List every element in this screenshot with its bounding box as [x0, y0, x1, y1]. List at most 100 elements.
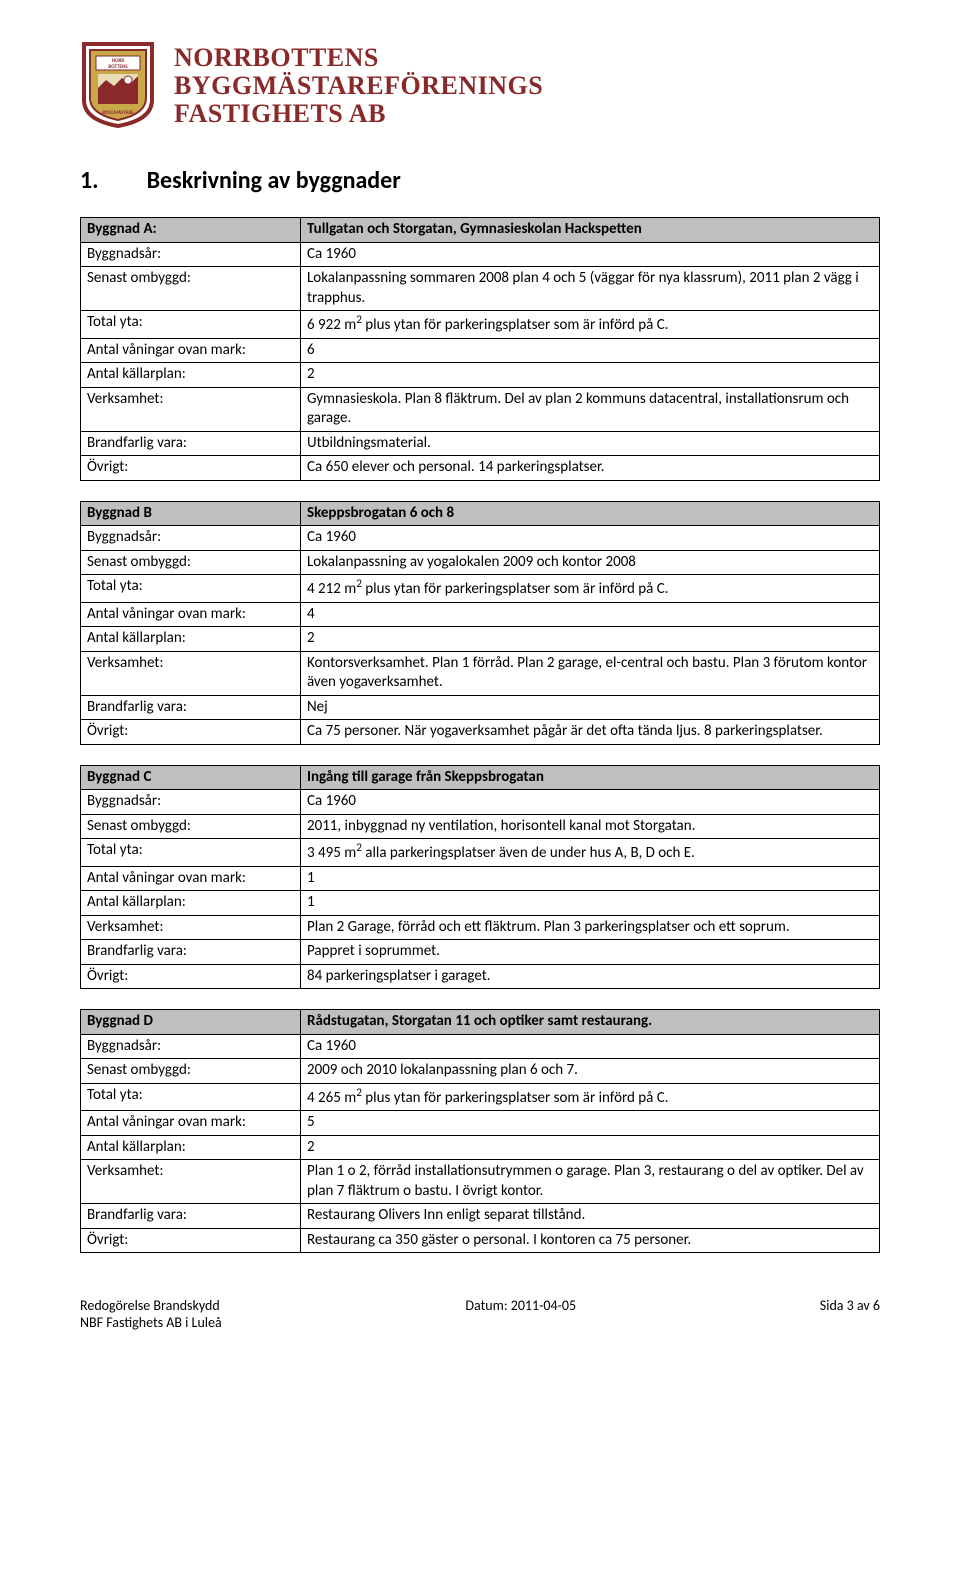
table-row: Senast ombyggd:2011, inbyggnad ny ventil… — [81, 814, 880, 839]
section-number: 1. — [80, 166, 99, 195]
svg-text:BOTTENS: BOTTENS — [108, 64, 128, 70]
table-row: Övrigt:Ca 650 elever och personal. 14 pa… — [81, 456, 880, 481]
row-label: Antal källarplan: — [81, 891, 301, 916]
table-row: Verksamhet:Plan 1 o 2, förråd installati… — [81, 1160, 880, 1204]
table-row: Antal källarplan:2 — [81, 627, 880, 652]
row-value: Utbildningsmaterial. — [301, 431, 880, 456]
row-value: Ca 650 elever och personal. 14 parkering… — [301, 456, 880, 481]
table-row: Byggnadsår:Ca 1960 — [81, 1034, 880, 1059]
row-label: Total yta: — [81, 575, 301, 603]
row-label: Verksamhet: — [81, 651, 301, 695]
table-row: Brandfarlig vara:Nej — [81, 695, 880, 720]
table-row: Total yta:4 265 m2 plus ytan för parkeri… — [81, 1083, 880, 1111]
table-row: Verksamhet:Gymnasieskola. Plan 8 fläktru… — [81, 387, 880, 431]
row-value: 5 — [301, 1111, 880, 1136]
row-label: Byggnadsår: — [81, 242, 301, 267]
table-header-label: Byggnad A: — [81, 218, 301, 243]
footer-left-1: Redogörelse Brandskydd — [80, 1297, 220, 1314]
building-table: Byggnad CIngång till garage från Skeppsb… — [80, 765, 880, 990]
table-row: Byggnadsår:Ca 1960 — [81, 790, 880, 815]
org-name: NORRBOTTENS BYGGMÄSTAREFÖRENINGS FASTIGH… — [174, 40, 543, 128]
row-label: Övrigt: — [81, 1228, 301, 1253]
row-label: Byggnadsår: — [81, 790, 301, 815]
table-row: Senast ombyggd:2009 och 2010 lokalanpass… — [81, 1059, 880, 1084]
row-value: 2 — [301, 1135, 880, 1160]
row-label: Övrigt: — [81, 456, 301, 481]
footer-right: Sida 3 av 6 — [820, 1297, 880, 1331]
row-value: Restaurang ca 350 gäster o personal. I k… — [301, 1228, 880, 1253]
table-row: Antal källarplan:1 — [81, 891, 880, 916]
document-page: NORR BOTTENS BYGGMÄSTARE NORRBOTTENS BYG… — [0, 0, 960, 1361]
row-label: Verksamhet: — [81, 1160, 301, 1204]
svg-text:BYGGMÄSTARE: BYGGMÄSTARE — [102, 109, 134, 116]
row-value: Kontorsverksamhet. Plan 1 förråd. Plan 2… — [301, 651, 880, 695]
table-row: Antal våningar ovan mark:6 — [81, 338, 880, 363]
table-row: Antal våningar ovan mark:4 — [81, 602, 880, 627]
building-table: Byggnad BSkeppsbrogatan 6 och 8Byggnadså… — [80, 501, 880, 745]
table-row: Antal källarplan:2 — [81, 1135, 880, 1160]
row-label: Senast ombyggd: — [81, 267, 301, 311]
row-label: Antal våningar ovan mark: — [81, 338, 301, 363]
row-label: Total yta: — [81, 311, 301, 339]
row-label: Senast ombyggd: — [81, 814, 301, 839]
row-value: Pappret i soprummet. — [301, 940, 880, 965]
table-row: Total yta:4 212 m2 plus ytan för parkeri… — [81, 575, 880, 603]
row-label: Antal källarplan: — [81, 1135, 301, 1160]
section-title-text: Beskrivning av byggnader — [147, 166, 401, 195]
row-label: Antal våningar ovan mark: — [81, 1111, 301, 1136]
org-line-3: FASTIGHETS AB — [174, 100, 543, 128]
footer-center: Datum: 2011-04-05 — [465, 1297, 576, 1331]
footer-left: Redogörelse Brandskydd NBF Fastighets AB… — [80, 1297, 222, 1331]
table-row: Övrigt:Ca 75 personer. När yogaverksamhe… — [81, 720, 880, 745]
table-row: Brandfarlig vara:Pappret i soprummet. — [81, 940, 880, 965]
table-header-value: Rådstugatan, Storgatan 11 och optiker sa… — [301, 1010, 880, 1035]
table-header-label: Byggnad C — [81, 765, 301, 790]
table-row: Senast ombyggd:Lokalanpassning av yogalo… — [81, 550, 880, 575]
table-row: Antal våningar ovan mark:5 — [81, 1111, 880, 1136]
row-value: Restaurang Olivers Inn enligt separat ti… — [301, 1204, 880, 1229]
org-line-2: BYGGMÄSTAREFÖRENINGS — [174, 72, 543, 100]
row-label: Antal källarplan: — [81, 627, 301, 652]
table-row: Övrigt:84 parkeringsplatser i garaget. — [81, 964, 880, 989]
row-label: Senast ombyggd: — [81, 1059, 301, 1084]
building-table: Byggnad A:Tullgatan och Storgatan, Gymna… — [80, 217, 880, 481]
row-value: 6 922 m2 plus ytan för parkeringsplatser… — [301, 311, 880, 339]
row-label: Brandfarlig vara: — [81, 431, 301, 456]
row-value: Lokalanpassning av yogalokalen 2009 och … — [301, 550, 880, 575]
row-label: Övrigt: — [81, 964, 301, 989]
tables-container: Byggnad A:Tullgatan och Storgatan, Gymna… — [80, 217, 880, 1253]
table-header-label: Byggnad B — [81, 501, 301, 526]
table-row: Övrigt:Restaurang ca 350 gäster o person… — [81, 1228, 880, 1253]
org-line-1: NORRBOTTENS — [174, 44, 543, 72]
row-value: 4 — [301, 602, 880, 627]
building-table: Byggnad DRådstugatan, Storgatan 11 och o… — [80, 1009, 880, 1253]
row-label: Total yta: — [81, 1083, 301, 1111]
table-header-value: Ingång till garage från Skeppsbrogatan — [301, 765, 880, 790]
table-row: Byggnadsår:Ca 1960 — [81, 526, 880, 551]
row-label: Övrigt: — [81, 720, 301, 745]
row-label: Antal källarplan: — [81, 363, 301, 388]
row-value: Ca 1960 — [301, 790, 880, 815]
row-value: 4 265 m2 plus ytan för parkeringsplatser… — [301, 1083, 880, 1111]
row-value: 1 — [301, 891, 880, 916]
row-value: Ca 75 personer. När yogaverksamhet pågår… — [301, 720, 880, 745]
table-row: Total yta:3 495 m2 alla parkeringsplatse… — [81, 839, 880, 867]
row-value: 1 — [301, 866, 880, 891]
table-row: Brandfarlig vara:Restaurang Olivers Inn … — [81, 1204, 880, 1229]
letterhead: NORR BOTTENS BYGGMÄSTARE NORRBOTTENS BYG… — [80, 40, 880, 128]
row-label: Brandfarlig vara: — [81, 1204, 301, 1229]
row-value: Ca 1960 — [301, 1034, 880, 1059]
row-value: Gymnasieskola. Plan 8 fläktrum. Del av p… — [301, 387, 880, 431]
row-label: Antal våningar ovan mark: — [81, 866, 301, 891]
row-label: Verksamhet: — [81, 915, 301, 940]
section-heading: 1. Beskrivning av byggnader — [80, 166, 880, 195]
row-value: 2 — [301, 363, 880, 388]
table-row: Antal våningar ovan mark:1 — [81, 866, 880, 891]
row-label: Brandfarlig vara: — [81, 940, 301, 965]
row-label: Antal våningar ovan mark: — [81, 602, 301, 627]
row-value: 84 parkeringsplatser i garaget. — [301, 964, 880, 989]
row-value: 4 212 m2 plus ytan för parkeringsplatser… — [301, 575, 880, 603]
row-value: Plan 2 Garage, förråd och ett fläktrum. … — [301, 915, 880, 940]
table-header-value: Skeppsbrogatan 6 och 8 — [301, 501, 880, 526]
row-label: Verksamhet: — [81, 387, 301, 431]
